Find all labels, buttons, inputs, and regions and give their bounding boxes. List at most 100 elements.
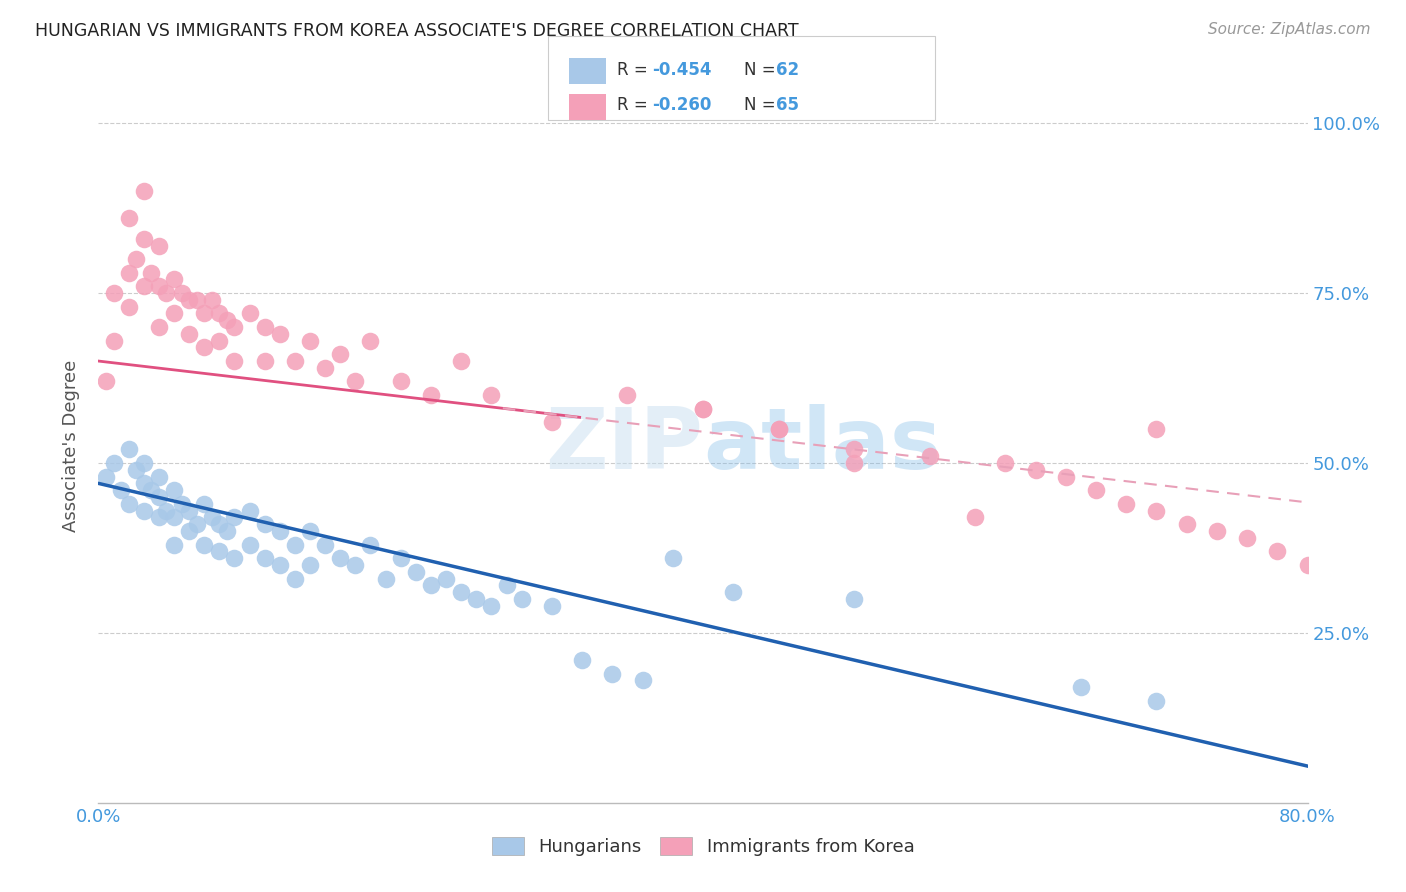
- Point: [163, 272, 186, 286]
- Point: [163, 537, 186, 551]
- Text: HUNGARIAN VS IMMIGRANTS FROM KOREA ASSOCIATE'S DEGREE CORRELATION CHART: HUNGARIAN VS IMMIGRANTS FROM KOREA ASSOC…: [35, 22, 799, 40]
- Text: -0.260: -0.260: [652, 96, 711, 114]
- Point: [495, 578, 517, 592]
- Point: [224, 510, 246, 524]
- Point: [269, 524, 291, 538]
- Point: [389, 551, 412, 566]
- Point: [208, 306, 231, 320]
- Text: R =: R =: [617, 96, 654, 114]
- Point: [965, 510, 987, 524]
- Point: [1115, 497, 1137, 511]
- Point: [450, 354, 472, 368]
- Point: [170, 286, 193, 301]
- Point: [179, 326, 201, 341]
- Point: [1175, 517, 1198, 532]
- Point: [163, 483, 186, 498]
- Point: [1296, 558, 1319, 572]
- Point: [253, 517, 276, 532]
- Point: [224, 354, 246, 368]
- Point: [170, 497, 193, 511]
- Point: [420, 388, 443, 402]
- Text: ZIP: ZIP: [546, 404, 703, 488]
- Point: [224, 551, 246, 566]
- Point: [768, 422, 790, 436]
- Point: [284, 572, 307, 586]
- Point: [193, 341, 215, 355]
- Point: [186, 293, 208, 307]
- Point: [193, 497, 215, 511]
- Point: [132, 232, 155, 246]
- Point: [201, 510, 224, 524]
- Point: [239, 306, 262, 320]
- Point: [269, 326, 291, 341]
- Point: [103, 456, 125, 470]
- Point: [179, 524, 201, 538]
- Point: [208, 544, 231, 558]
- Point: [374, 572, 396, 586]
- Point: [118, 300, 141, 314]
- Point: [110, 483, 132, 498]
- Point: [208, 517, 231, 532]
- Point: [148, 238, 170, 252]
- Point: [155, 286, 177, 301]
- Point: [215, 313, 238, 327]
- Point: [239, 537, 262, 551]
- Point: [148, 320, 170, 334]
- Point: [360, 334, 382, 348]
- Point: [118, 442, 141, 457]
- Text: R =: R =: [617, 61, 654, 78]
- Point: [118, 211, 141, 226]
- Point: [253, 551, 276, 566]
- Point: [661, 551, 683, 566]
- Point: [510, 591, 533, 606]
- Point: [918, 449, 941, 463]
- Point: [314, 360, 336, 375]
- Text: atlas: atlas: [703, 404, 941, 488]
- Point: [299, 558, 322, 572]
- Point: [132, 279, 155, 293]
- Point: [481, 388, 503, 402]
- Point: [692, 401, 714, 416]
- Point: [540, 415, 562, 429]
- Point: [125, 463, 148, 477]
- Point: [163, 510, 186, 524]
- Point: [193, 537, 215, 551]
- Point: [344, 375, 367, 389]
- Point: [692, 401, 714, 416]
- Point: [844, 591, 866, 606]
- Text: -0.454: -0.454: [652, 61, 711, 78]
- Point: [253, 354, 276, 368]
- Point: [1267, 544, 1289, 558]
- Point: [299, 524, 322, 538]
- Point: [148, 490, 170, 504]
- Point: [481, 599, 503, 613]
- Point: [434, 572, 457, 586]
- Point: [1085, 483, 1108, 498]
- Point: [1070, 680, 1092, 694]
- Point: [284, 537, 307, 551]
- Point: [420, 578, 443, 592]
- Point: [103, 334, 125, 348]
- Point: [723, 585, 745, 599]
- Point: [844, 442, 866, 457]
- Point: [465, 591, 488, 606]
- Point: [141, 266, 163, 280]
- Point: [344, 558, 367, 572]
- Point: [1024, 463, 1046, 477]
- Point: [299, 334, 322, 348]
- Point: [94, 469, 117, 483]
- Point: [450, 585, 472, 599]
- Point: [148, 469, 170, 483]
- Point: [1054, 469, 1077, 483]
- Point: [1144, 694, 1167, 708]
- Point: [208, 334, 231, 348]
- Point: [125, 252, 148, 266]
- Point: [224, 320, 246, 334]
- Legend: Hungarians, Immigrants from Korea: Hungarians, Immigrants from Korea: [482, 828, 924, 865]
- Text: N =: N =: [744, 96, 780, 114]
- Point: [141, 483, 163, 498]
- Point: [1206, 524, 1229, 538]
- Point: [201, 293, 224, 307]
- Point: [1144, 503, 1167, 517]
- Point: [269, 558, 291, 572]
